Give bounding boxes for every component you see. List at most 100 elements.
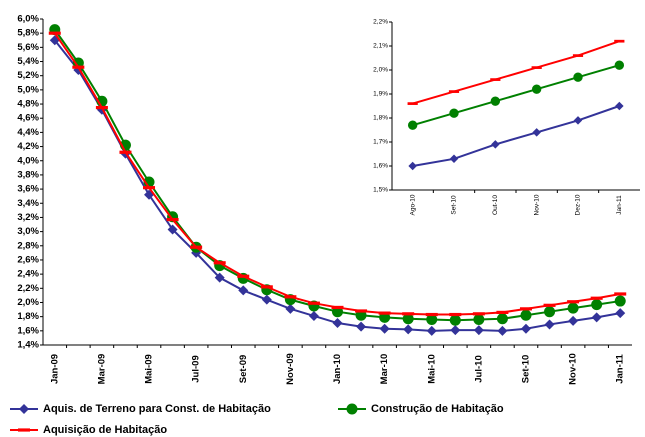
marker [379, 323, 390, 334]
y-tick-label: 3,6% [17, 184, 39, 195]
marker [426, 325, 437, 336]
marker [544, 306, 556, 318]
marker [261, 294, 272, 305]
marker [531, 84, 542, 94]
y-tick-label: 5,0% [17, 84, 39, 95]
marker [473, 325, 484, 336]
marker [614, 295, 626, 307]
y-tick-label: 1,4% [17, 340, 39, 351]
marker [143, 186, 156, 190]
marker [573, 116, 583, 125]
y-tick-label: 1,6% [17, 325, 39, 336]
x-tick-label: Jan-09 [49, 354, 60, 384]
y-tick-label: 1,8% [17, 311, 39, 322]
marker [449, 314, 461, 326]
y-tick-label: 4,6% [17, 113, 39, 124]
marker [567, 300, 580, 304]
marker [544, 319, 555, 330]
marker [95, 105, 108, 110]
x-tick-label: Nov-10 [533, 194, 540, 215]
marker [572, 54, 584, 57]
y-tick-label: 1,7% [373, 139, 388, 146]
marker [408, 161, 417, 171]
y-tick-label: 5,2% [17, 70, 39, 81]
marker [307, 301, 320, 305]
marker [425, 312, 438, 317]
marker [402, 313, 414, 325]
marker [355, 309, 368, 313]
marker [490, 96, 501, 106]
y-tick-label: 4,0% [17, 155, 39, 166]
x-tick-label: Jan-10 [332, 354, 343, 384]
marker [591, 312, 602, 323]
marker [214, 272, 225, 283]
marker [166, 217, 179, 222]
y-tick-label: 1,8% [373, 115, 388, 122]
marker [473, 313, 485, 325]
y-tick-label: 2,2% [17, 283, 39, 294]
y-tick-label: 1,9% [373, 91, 388, 98]
legend-label: Aquisição de Habitação [43, 424, 167, 436]
y-tick-label: 5,4% [17, 56, 39, 67]
marker [568, 315, 579, 326]
y-tick-label: 2,4% [17, 269, 39, 280]
legend-label: Construção de Habitação [371, 403, 504, 415]
marker [615, 101, 624, 111]
x-tick-label: Mar-09 [96, 354, 107, 385]
marker [403, 324, 414, 335]
marker [213, 261, 226, 265]
y-tick-label: 2,0% [17, 297, 39, 308]
series-line [412, 40, 620, 105]
x-tick-label: Mai-10 [426, 354, 437, 384]
x-tick-label: Jul-10 [473, 355, 484, 382]
marker [450, 325, 461, 336]
x-tick-label: Jul-09 [191, 355, 202, 382]
x-tick-label: Set-10 [520, 355, 531, 384]
marker [448, 90, 460, 93]
y-tick-label: 2,0% [373, 67, 388, 74]
y-tick-label: 4,2% [17, 141, 39, 152]
marker [519, 307, 532, 311]
marker [260, 285, 273, 289]
marker [449, 108, 459, 118]
legend-marker [18, 428, 30, 432]
y-tick-label: 1,5% [373, 187, 388, 194]
marker [490, 78, 501, 81]
marker [615, 308, 626, 319]
marker [531, 66, 542, 69]
marker [491, 140, 500, 149]
marker [407, 120, 418, 130]
y-tick-label: 2,2% [373, 19, 388, 26]
marker [591, 299, 603, 311]
marker [496, 310, 509, 314]
marker [72, 65, 85, 69]
marker [167, 224, 178, 235]
marker [614, 292, 627, 296]
marker [378, 311, 391, 315]
y-tick-label: 4,4% [17, 127, 39, 138]
marker [567, 302, 579, 314]
y-tick-label: 3,8% [17, 169, 39, 180]
marker [332, 318, 343, 329]
marker [573, 72, 583, 82]
marker [472, 312, 485, 316]
marker [402, 312, 415, 316]
marker [284, 295, 297, 299]
marker [614, 39, 625, 43]
x-tick-label: Jan-11 [615, 353, 626, 383]
y-tick-label: 2,6% [17, 254, 39, 265]
x-tick-label: Nov-09 [285, 353, 296, 385]
marker [497, 325, 508, 336]
marker [543, 303, 556, 307]
x-tick-label: Dez-10 [575, 194, 582, 215]
marker [496, 313, 508, 325]
x-tick-label: Mar-10 [379, 354, 390, 385]
marker [614, 60, 625, 70]
series-line [412, 105, 620, 167]
marker [520, 323, 531, 334]
marker [308, 310, 319, 321]
x-tick-label: Ago-10 [409, 194, 416, 215]
y-tick-label: 5,6% [17, 42, 39, 53]
legend-marker [346, 403, 358, 415]
